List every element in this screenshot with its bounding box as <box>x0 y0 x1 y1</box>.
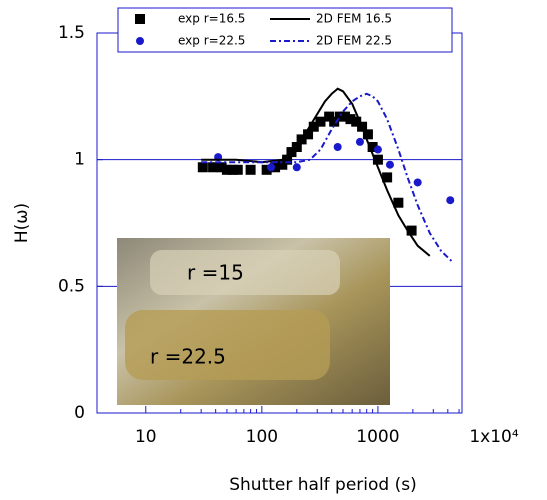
y-axis-label: H(ω) <box>12 203 32 243</box>
data-point <box>267 163 276 172</box>
legend-label: exp r=16.5 <box>178 12 245 26</box>
inset-label: r =22.5 <box>150 345 226 369</box>
data-point <box>232 164 243 175</box>
data-point <box>413 178 422 187</box>
data-point <box>197 162 208 173</box>
bottle <box>150 250 340 295</box>
legend <box>117 7 453 53</box>
data-point <box>382 172 393 183</box>
data-point <box>345 114 356 125</box>
data-point <box>393 197 404 208</box>
data-point <box>227 164 238 175</box>
legend-label: 2D FEM 16.5 <box>316 12 392 26</box>
data-point <box>135 14 145 24</box>
data-point <box>385 160 394 169</box>
plot-area <box>197 87 455 262</box>
data-point <box>334 111 345 122</box>
data-point <box>446 196 455 205</box>
data-point <box>329 116 340 127</box>
inset-photo: r =15 r =22.5 <box>117 238 390 405</box>
y-tick-label: 0.5 <box>58 276 85 296</box>
data-point <box>351 116 362 127</box>
y-tick-label: 0 <box>74 403 85 423</box>
data-point <box>282 154 293 165</box>
line <box>201 87 431 257</box>
x-axis-label: Shutter half period (s) <box>229 475 417 495</box>
data-point <box>216 162 227 173</box>
x-tick-label: 1000 <box>356 427 399 447</box>
data-point <box>208 162 219 173</box>
data-point <box>136 37 144 45</box>
data-point <box>277 159 288 170</box>
data-point <box>303 129 314 140</box>
data-point <box>245 164 256 175</box>
data-point <box>373 145 382 154</box>
line <box>201 92 453 262</box>
x-tick-label: 10 <box>135 427 157 447</box>
x-tick-label: 1x10⁴ <box>469 427 519 447</box>
data-point <box>333 143 342 151</box>
data-point <box>292 163 301 172</box>
data-point <box>261 164 272 175</box>
data-point <box>308 121 319 132</box>
data-point <box>270 162 281 173</box>
data-point <box>315 116 326 127</box>
legend-label: 2D FEM 22.5 <box>316 34 392 48</box>
y-tick-label: 1 <box>74 150 85 170</box>
data-point <box>324 111 335 122</box>
legend-label: exp r=22.5 <box>178 34 245 48</box>
bottle <box>125 310 330 380</box>
data-point <box>339 111 350 122</box>
inset-label: r =15 <box>187 261 244 285</box>
data-point <box>372 154 383 165</box>
data-point <box>406 225 417 236</box>
data-point <box>362 129 373 140</box>
data-point <box>355 137 364 146</box>
data-point <box>221 164 232 175</box>
y-tick-label: 1.5 <box>58 23 85 43</box>
data-point <box>367 142 378 152</box>
legend-entries: exp r=16.5 exp r=22.5 2D FEM 16.5 2D FEM 22… <box>135 12 392 48</box>
x-tick-label: 100 <box>246 427 278 447</box>
